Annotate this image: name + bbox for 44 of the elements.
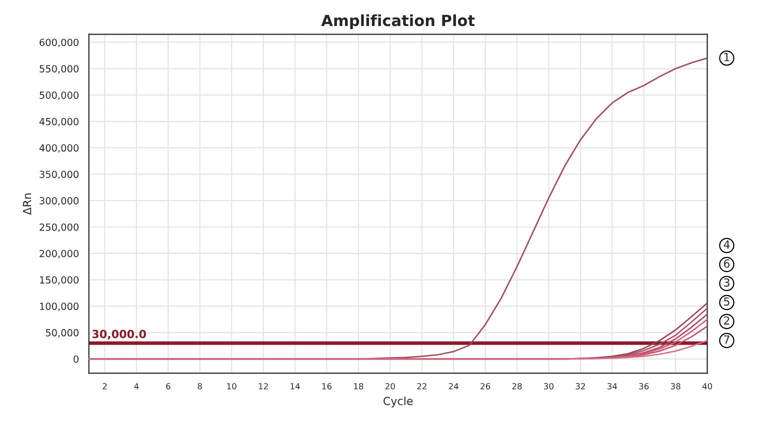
x-tick-label: 22 [417, 383, 426, 390]
x-axis-title: Cycle [384, 396, 413, 408]
x-tick-label: 8 [198, 383, 202, 390]
x-tick-label: 20 [385, 383, 395, 390]
x-tick-label: 26 [480, 383, 490, 390]
text: 4 [724, 240, 730, 249]
series-label: 1 [724, 53, 730, 62]
x-tick-label: 10 [227, 383, 236, 390]
x-tick-label: 16 [322, 383, 332, 390]
y-tick-label: 450,000 [39, 118, 79, 126]
y-tick-label: 150,000 [40, 276, 79, 285]
x-tick-label: 36 [639, 383, 649, 390]
series-label: 7 [724, 335, 730, 344]
series-label: 5 [724, 297, 730, 306]
y-tick-label: 50,000 [46, 329, 79, 338]
y-tick-label: 350,000 [40, 170, 79, 180]
x-tick-label: 28 [512, 383, 522, 390]
x-tick-label: 6 [166, 383, 170, 390]
y-axis-title: ΔRn [23, 194, 32, 215]
x-tick-label: 34 [607, 383, 617, 390]
x-tick-label: 18 [354, 383, 364, 390]
x-tick-label: 38 [670, 383, 680, 390]
y-tick-label: 0 [74, 355, 79, 363]
y-tick-label: 250,000 [40, 223, 79, 232]
ref-line-label: 30,000.0 [92, 330, 146, 340]
x-tick-label: 24 [448, 383, 458, 390]
x-tick-label: 40 [702, 383, 712, 390]
y-tick-label: 550,000 [40, 65, 79, 74]
x-tick-label: 14 [290, 383, 300, 390]
x-tick-label: 12 [258, 383, 268, 390]
series-label: 2 [724, 316, 730, 325]
x-tick-label: 4 [134, 383, 139, 390]
chart-title: Amplification Plot [321, 14, 475, 30]
x-tick-label: 32 [576, 383, 585, 390]
text: 6 [724, 259, 730, 268]
y-tick-label: 300,000 [40, 197, 79, 206]
y-tick-label: 100,000 [40, 302, 79, 312]
y-tick-label: 500,000 [40, 92, 79, 100]
y-tick-label: 600,000 [40, 38, 79, 48]
text: 3 [724, 278, 730, 287]
y-tick-label: 400,000 [39, 144, 79, 153]
x-tick-label: 2 [102, 383, 107, 390]
x-tick-label: 30 [544, 383, 554, 390]
y-tick-label: 200,000 [40, 250, 79, 258]
